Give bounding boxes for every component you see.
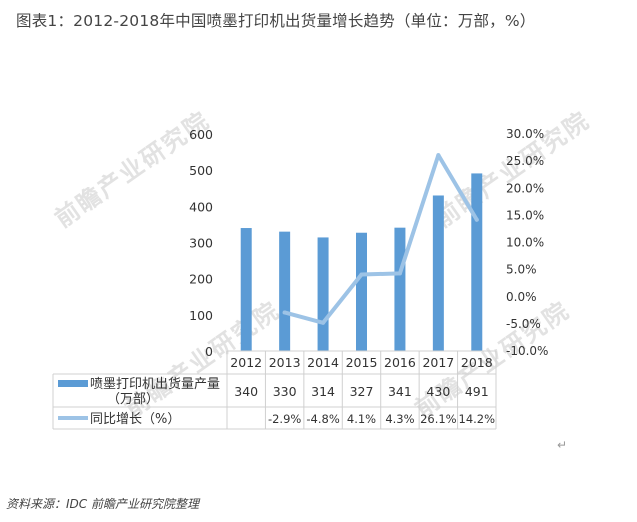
y2-tick-label: 30.0% <box>506 127 544 141</box>
growth-point <box>397 271 402 276</box>
x-tick-label: 2016 <box>384 355 416 370</box>
x-tick-label: 2015 <box>346 355 378 370</box>
bar <box>317 237 329 351</box>
bar <box>471 173 483 351</box>
table-cell: 314 <box>311 384 335 399</box>
growth-point <box>436 153 441 158</box>
chart-title: 图表1：2012-2018年中国喷墨打印机出货量增长趋势（单位：万部，%） <box>16 12 536 30</box>
y-tick-label: 500 <box>189 163 213 178</box>
growth-point <box>321 320 326 325</box>
x-tick-label: 2014 <box>307 355 339 370</box>
y2-tick-label: -10.0% <box>506 344 548 358</box>
table-cell: 4.3% <box>385 412 414 426</box>
y2-tick-label: 5.0% <box>506 263 537 277</box>
table-cell: 26.1% <box>420 412 457 426</box>
x-tick-label: 2013 <box>269 355 301 370</box>
x-tick-label: 2012 <box>230 355 262 370</box>
y-tick-label: 200 <box>189 272 213 287</box>
table-cell: 430 <box>426 384 450 399</box>
table-cell: 4.1% <box>347 412 376 426</box>
growth-line <box>282 153 479 325</box>
bar <box>432 195 444 351</box>
table-cell: 340 <box>234 384 258 399</box>
table-cell: 14.2% <box>459 412 496 426</box>
legend-label-line: 同比增长（%） <box>90 412 180 427</box>
bar <box>279 231 291 351</box>
y2-tick-label: -5.0% <box>506 317 541 331</box>
y2-tick-label: 10.0% <box>506 236 544 250</box>
y2-tick-label: 0.0% <box>506 290 537 304</box>
y-tick-label: 600 <box>189 127 213 142</box>
y-tick-label: 0 <box>205 344 213 359</box>
source-note: 资料来源：IDC 前瞻产业研究院整理 <box>6 497 199 511</box>
legend-label-bar: （万部） <box>107 392 159 407</box>
growth-point <box>359 272 364 277</box>
return-mark: ↵ <box>557 438 568 452</box>
y-tick-label: 400 <box>189 199 213 214</box>
bar <box>394 227 406 351</box>
legend-label-bar: 喷墨打印机出货量产量 <box>90 376 220 392</box>
table-cell: 327 <box>350 384 374 399</box>
table-cell: 491 <box>465 384 489 399</box>
x-tick-label: 2017 <box>422 355 454 370</box>
legend-swatch-bar <box>58 380 88 387</box>
growth-point <box>474 217 479 222</box>
y2-tick-label: 25.0% <box>506 154 544 168</box>
y2-tick-label: 15.0% <box>506 208 544 222</box>
y2-tick-label: 20.0% <box>506 181 544 195</box>
bar <box>356 232 367 351</box>
table-cell: 341 <box>388 384 412 399</box>
table-cell: 330 <box>273 384 297 399</box>
y-tick-label: 300 <box>189 236 213 251</box>
growth-point <box>282 310 287 315</box>
y-tick-label: 100 <box>189 308 213 323</box>
x-tick-label: 2018 <box>461 355 493 370</box>
bar <box>240 228 252 351</box>
table-cell: -2.9% <box>268 412 301 426</box>
table-cell: -4.8% <box>306 412 339 426</box>
